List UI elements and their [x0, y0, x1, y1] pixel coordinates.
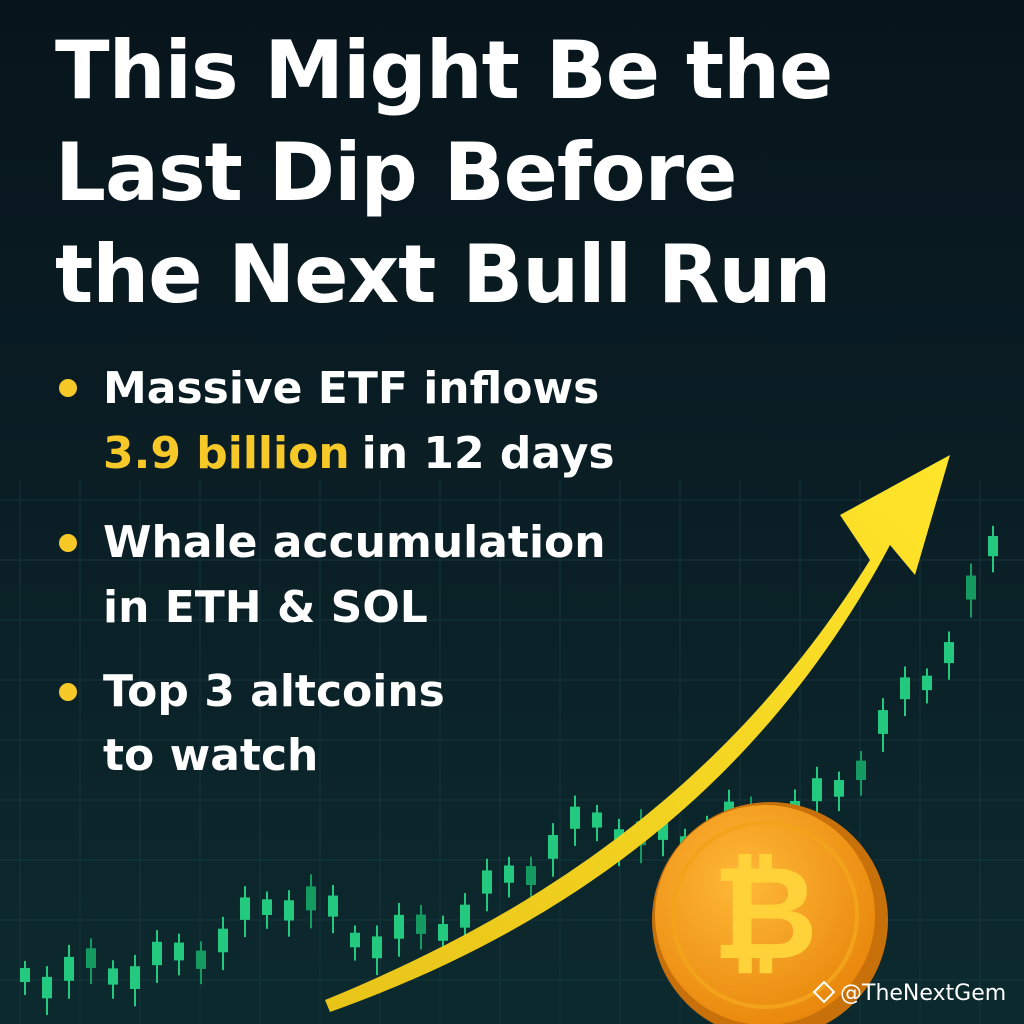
- candle-body: [284, 900, 294, 921]
- candle-body: [526, 866, 536, 885]
- title-line: the Next Bull Run: [55, 228, 830, 321]
- candle-body: [900, 677, 910, 700]
- candle-body: [328, 895, 338, 917]
- coin-rim: [671, 821, 859, 1009]
- candle-body: [966, 575, 976, 600]
- bullet-dot: [59, 379, 77, 397]
- watermark-icon: [812, 980, 836, 1004]
- candle-body: [988, 536, 998, 557]
- candle-body: [108, 968, 118, 985]
- arrow: [325, 455, 950, 1012]
- candle-body: [218, 928, 228, 953]
- bullet-dot: [59, 683, 77, 701]
- bullet-text: Massive ETF inflows: [103, 363, 599, 414]
- bullet-text: 3.9 billion in 12 days: [103, 428, 615, 479]
- candle-body: [504, 865, 514, 883]
- candle-body: [922, 675, 932, 691]
- title-line: This Might Be the: [55, 24, 832, 117]
- candle-body: [240, 897, 250, 920]
- candle-body: [482, 870, 492, 894]
- candle-body: [394, 914, 404, 939]
- candle-body: [460, 904, 470, 928]
- bitcoin-symbol: ₿: [712, 837, 818, 989]
- candle-body: [812, 778, 822, 802]
- candle-body: [350, 932, 360, 948]
- candle-body: [878, 710, 888, 734]
- bullet-text: in ETH & SOL: [103, 582, 428, 633]
- bullet-text: to watch: [103, 730, 318, 781]
- candle-body: [658, 819, 668, 840]
- candle-body: [306, 886, 316, 911]
- highlight: 3.9 billion: [103, 428, 350, 479]
- bullet-text: Top 3 altcoins: [103, 666, 445, 717]
- coin: [655, 805, 875, 1024]
- bullet-dot: [59, 534, 77, 552]
- title-line: Last Dip Before: [55, 126, 736, 219]
- candle-body: [196, 950, 206, 969]
- candle-body: [42, 976, 52, 999]
- candle-body: [944, 642, 954, 664]
- candle-body: [130, 966, 140, 989]
- candle-body: [20, 968, 30, 982]
- watermark: @TheNextGem: [840, 981, 1006, 1006]
- bullet-text: Whale accumulation: [103, 517, 606, 568]
- candle-body: [834, 779, 844, 797]
- candle-body: [416, 914, 426, 934]
- candle-body: [548, 835, 558, 859]
- candle-body: [86, 948, 96, 969]
- candle-body: [570, 806, 580, 829]
- candle-body: [174, 942, 184, 961]
- candle-body: [372, 936, 382, 959]
- candle-body: [592, 812, 602, 828]
- candle-body: [262, 899, 272, 915]
- candle-body: [64, 956, 74, 981]
- candle-body: [438, 924, 448, 941]
- candle-body: [152, 941, 162, 966]
- candle-body: [856, 760, 866, 781]
- bullet-text: in 12 days: [362, 428, 615, 479]
